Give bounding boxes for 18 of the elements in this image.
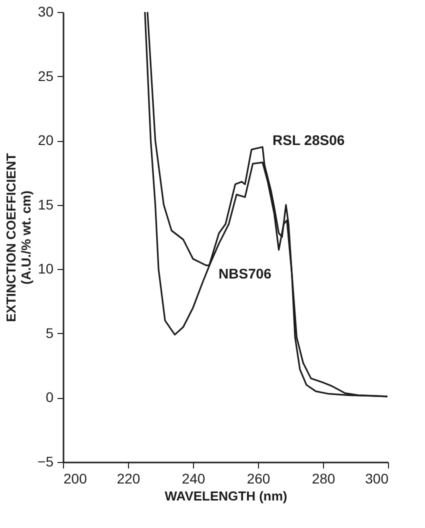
x-axis-title: WAVELENGTH (nm) <box>164 488 288 504</box>
y-axis-title: EXTINCTION COEFFICIENT (A.U./% wt. cm) <box>4 152 34 322</box>
x-tick-label: 280 <box>312 470 336 486</box>
x-tick-label: 220 <box>116 470 140 486</box>
y-tick-label: 15 <box>38 196 54 212</box>
series-label: NBS706 <box>218 266 272 282</box>
y-tick-label: 30 <box>38 4 54 20</box>
y-tick-label: 10 <box>38 260 54 277</box>
series-label: RSL 28S06 <box>272 132 345 148</box>
x-tick-label: 260 <box>246 470 270 486</box>
y-tick-label: 0 <box>46 389 54 406</box>
x-tick-label: 200 <box>64 470 88 486</box>
y-tick-label: 5 <box>46 324 54 341</box>
y-tick-label: −5 <box>38 454 54 470</box>
y-tick-label: 20 <box>38 132 54 148</box>
x-tick-label: 300 <box>365 470 389 486</box>
y-tick-label: 25 <box>38 68 54 84</box>
x-tick-label: 240 <box>182 470 206 486</box>
